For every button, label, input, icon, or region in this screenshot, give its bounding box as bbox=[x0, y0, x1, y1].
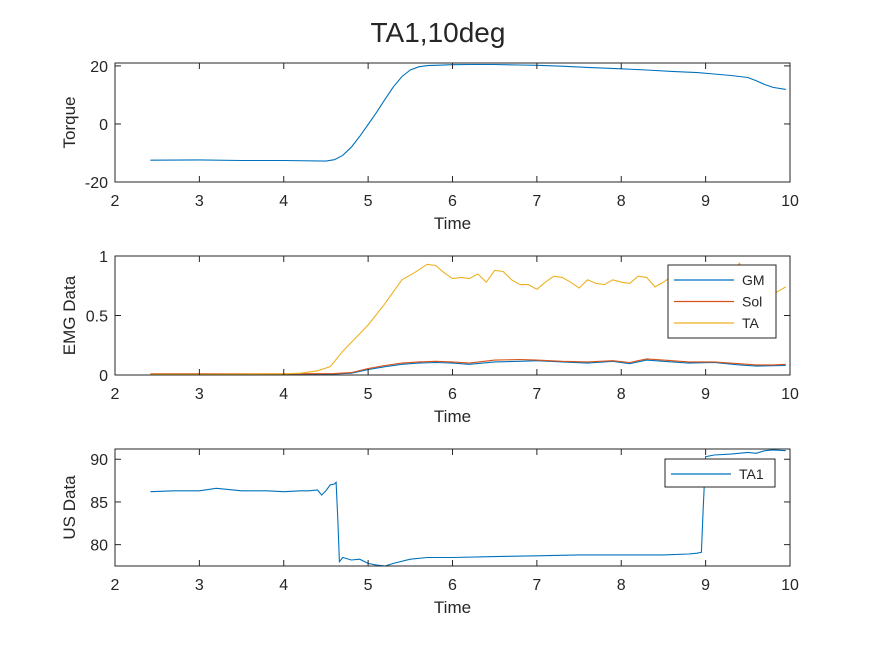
x-tick-label: 9 bbox=[701, 386, 710, 403]
legend-box bbox=[664, 458, 776, 488]
legend: GM Sol TA bbox=[667, 264, 777, 339]
x-axis-label: Time bbox=[434, 407, 471, 426]
y-tick-label: 0 bbox=[99, 117, 108, 134]
x-tick-label: 4 bbox=[279, 193, 288, 210]
y-tick-label: 20 bbox=[90, 59, 108, 76]
subplot-2: 2 3 4 5 6 7 8 9 10 0 0.5 1 Time EMG Data GM Sol TA bbox=[60, 249, 799, 426]
x-tick-label: 7 bbox=[532, 193, 541, 210]
x-tick-label: 10 bbox=[781, 386, 799, 403]
y-tick-label: 0.5 bbox=[86, 309, 108, 326]
x-tick-label: 7 bbox=[532, 577, 541, 594]
x-tick-label: 5 bbox=[364, 386, 373, 403]
x-tick-label: 8 bbox=[617, 193, 626, 210]
x-axis-label: Time bbox=[434, 598, 471, 617]
subplot-3: 2 3 4 5 6 7 8 9 10 80 85 90 Time US Data TA1 bbox=[60, 448, 799, 617]
x-tick-label: 2 bbox=[111, 193, 120, 210]
x-tick-label: 6 bbox=[448, 193, 457, 210]
series-line-sol bbox=[150, 358, 786, 375]
x-tick-label: 5 bbox=[364, 577, 373, 594]
y-axis-label: US Data bbox=[60, 475, 79, 540]
x-tick-label: 9 bbox=[701, 193, 710, 210]
y-axis-label: Torque bbox=[60, 97, 79, 149]
x-tick-label: 9 bbox=[701, 577, 710, 594]
axes-box bbox=[114, 62, 791, 183]
legend: TA1 bbox=[664, 458, 776, 488]
x-tick-label: 8 bbox=[617, 386, 626, 403]
series-line-gm bbox=[150, 359, 786, 375]
x-tick-label: 5 bbox=[364, 193, 373, 210]
y-axis-label: EMG Data bbox=[60, 275, 79, 355]
x-tick-label: 10 bbox=[781, 577, 799, 594]
y-tick-label: 90 bbox=[90, 452, 108, 469]
x-tick-label: 2 bbox=[111, 577, 120, 594]
legend-label-sol: Sol bbox=[742, 294, 762, 310]
series-line-1-1 bbox=[150, 63, 786, 162]
legend-label-gm: GM bbox=[742, 272, 765, 288]
y-tick-label: 80 bbox=[90, 538, 108, 555]
x-axis-label: Time bbox=[434, 214, 471, 233]
x-tick-label: 3 bbox=[195, 386, 204, 403]
x-tick-label: 10 bbox=[781, 193, 799, 210]
y-tick-label: 85 bbox=[90, 495, 108, 512]
x-tick-label: 8 bbox=[617, 577, 626, 594]
legend-label-ta: TA bbox=[742, 315, 760, 331]
legend-label-ta1: TA1 bbox=[739, 466, 764, 482]
figure-title: TA1,10deg bbox=[371, 17, 506, 48]
subplot-1: 2 3 4 5 6 7 8 9 10 -20 0 20 Time Torque bbox=[60, 59, 799, 233]
x-tick-label: 4 bbox=[279, 577, 288, 594]
x-tick-label: 6 bbox=[448, 386, 457, 403]
y-tick-label: -20 bbox=[85, 175, 108, 192]
x-tick-label: 6 bbox=[448, 577, 457, 594]
x-tick-label: 7 bbox=[532, 386, 541, 403]
y-tick-label: 0 bbox=[99, 368, 108, 385]
y-tick-label: 1 bbox=[99, 249, 108, 266]
x-tick-label: 3 bbox=[195, 193, 204, 210]
x-tick-label: 4 bbox=[279, 386, 288, 403]
x-tick-label: 2 bbox=[111, 386, 120, 403]
x-tick-label: 3 bbox=[195, 577, 204, 594]
